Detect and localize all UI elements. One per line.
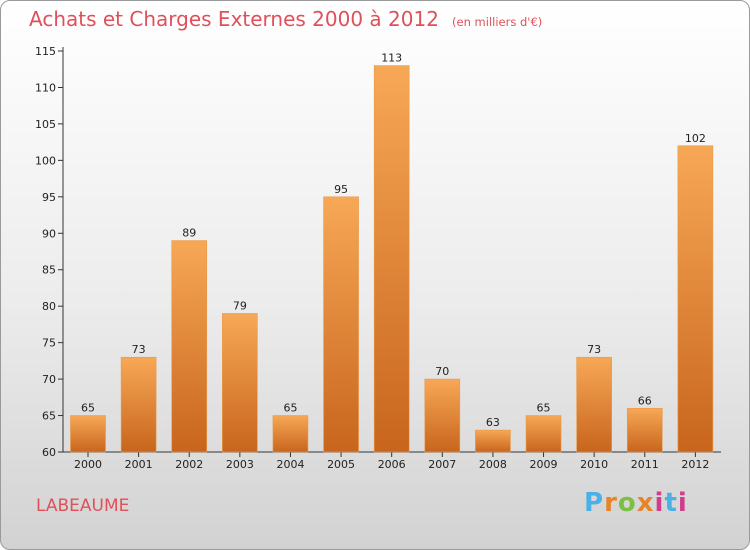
x-tick-label: 2007 [428, 458, 456, 471]
y-tick-label: 90 [42, 227, 56, 240]
axes: 60 65 70 75 80 85 90 95 100 105 110 115 [35, 45, 721, 459]
proxiti-logo[interactable]: Proxiti [584, 488, 688, 518]
x-tick-label: 2010 [580, 458, 608, 471]
x-tick-label: 2006 [378, 458, 406, 471]
bar [475, 429, 511, 453]
data-label: 113 [381, 52, 402, 65]
data-label: 73 [132, 343, 146, 356]
place-name: LABEAUME [36, 496, 130, 516]
data-label: 102 [685, 132, 706, 145]
bar [120, 356, 157, 453]
bar [222, 313, 258, 453]
logo-letter: o [617, 488, 637, 518]
y-tick-label: 100 [35, 154, 56, 167]
bar [525, 415, 562, 453]
x-tick-label: 2008 [479, 458, 507, 471]
labels: 65 2000 73 2001 89 2002 79 2003 65 2004 95 2005 113 2… [74, 52, 709, 471]
data-label: 65 [283, 402, 297, 415]
data-label: 65 [537, 402, 551, 415]
bar [272, 415, 309, 453]
y-tick-label: 70 [42, 373, 56, 386]
logo-letter: t [664, 488, 678, 518]
bar [576, 356, 612, 453]
y-tick-label: 75 [42, 337, 56, 350]
x-tick-label: 2005 [327, 458, 355, 471]
logo-letter: P [584, 488, 605, 518]
data-label: 95 [334, 183, 348, 196]
bar [677, 145, 714, 453]
x-tick-label: 2003 [226, 458, 254, 471]
x-tick-label: 2002 [175, 458, 203, 471]
x-tick-label: 2004 [276, 458, 304, 471]
logo-letter: r [604, 488, 618, 518]
chart-title: Achats et Charges Externes 2000 à 2012 [29, 7, 439, 31]
logo-letter: x [636, 488, 655, 518]
data-label: 79 [233, 299, 247, 312]
y-tick-label: 85 [42, 264, 56, 277]
bar [373, 65, 410, 453]
x-tick-label: 2011 [631, 458, 659, 471]
x-tick-label: 2012 [681, 458, 709, 471]
data-label: 73 [587, 343, 601, 356]
data-label: 70 [435, 365, 449, 378]
data-label: 63 [486, 416, 500, 429]
logo-letter: i [677, 488, 688, 518]
data-label: 65 [81, 402, 95, 415]
bar [70, 415, 106, 453]
title-row: Achats et Charges Externes 2000 à 2012 (… [29, 7, 542, 31]
bar [626, 407, 663, 453]
data-label: 66 [638, 394, 652, 407]
y-tick-label: 105 [35, 118, 56, 131]
x-tick-label: 2000 [74, 458, 102, 471]
chart-subtitle: (en milliers d'€) [452, 15, 543, 29]
y-tick-label: 115 [35, 45, 56, 58]
y-tick-label: 110 [35, 81, 56, 94]
y-tick-label: 65 [42, 410, 56, 423]
bar [424, 378, 461, 453]
y-tick-label: 80 [42, 300, 56, 313]
x-tick-label: 2009 [530, 458, 558, 471]
y-tick-label: 95 [42, 191, 56, 204]
bar [171, 240, 208, 453]
logo-letter: i [654, 488, 665, 518]
x-tick-label: 2001 [125, 458, 153, 471]
data-label: 89 [182, 227, 196, 240]
bar [323, 196, 359, 453]
bars [70, 65, 714, 453]
y-tick-label: 60 [42, 446, 56, 459]
